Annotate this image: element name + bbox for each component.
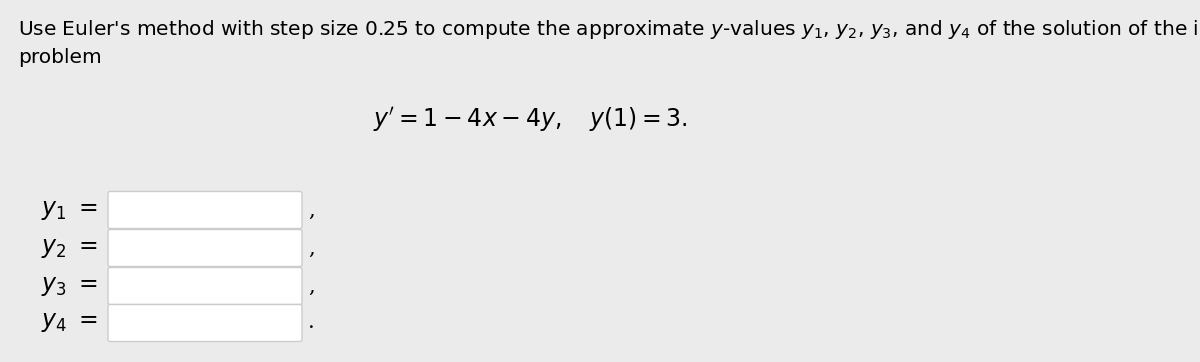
Text: ,: , (308, 277, 314, 295)
Text: .: . (308, 313, 314, 333)
Text: $y' = 1 - 4x - 4y, \quad y(1) = 3.$: $y' = 1 - 4x - 4y, \quad y(1) = 3.$ (373, 105, 688, 134)
Text: ,: , (308, 239, 314, 257)
FancyBboxPatch shape (108, 230, 302, 266)
Text: problem: problem (18, 48, 102, 67)
FancyBboxPatch shape (108, 268, 302, 304)
FancyBboxPatch shape (108, 304, 302, 341)
Text: ,: , (308, 201, 314, 219)
Text: Use Euler's method with step size 0.25 to compute the approximate $y$-values $y_: Use Euler's method with step size 0.25 t… (18, 18, 1200, 41)
Text: $y_1$ $=$: $y_1$ $=$ (41, 198, 98, 222)
Text: $y_3$ $=$: $y_3$ $=$ (41, 274, 98, 298)
FancyBboxPatch shape (108, 191, 302, 228)
Text: $y_2$ $=$: $y_2$ $=$ (41, 236, 98, 260)
Text: $y_4$ $=$: $y_4$ $=$ (41, 311, 98, 334)
